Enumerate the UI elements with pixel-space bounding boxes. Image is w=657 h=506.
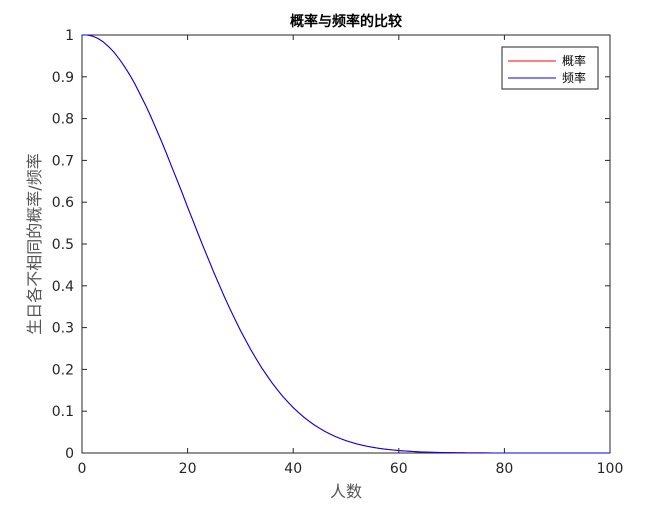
y-axis-label: 生日各不相同的概率/频率 — [25, 153, 44, 334]
y-tick-label: 1 — [65, 28, 74, 44]
axes-box — [81, 34, 611, 454]
y-tick-label: 0.7 — [52, 153, 74, 169]
x-tick-label: 0 — [78, 461, 87, 477]
y-tick-label: 0.6 — [52, 195, 74, 211]
y-tick-label: 0.9 — [52, 70, 74, 86]
chart-title: 概率与频率的比较 — [290, 13, 402, 30]
x-tick-label: 100 — [597, 461, 624, 477]
y-tick-label: 0.8 — [52, 112, 74, 128]
x-tick-label: 20 — [179, 461, 197, 477]
y-axis-ticks: 0 0.1 0.2 0.3 0.4 0.5 0.6 0.7 0.8 0.9 1 — [52, 28, 610, 462]
x-axis-label: 人数 — [330, 482, 362, 501]
y-tick-label: 0.2 — [52, 362, 74, 378]
x-tick-label: 40 — [284, 461, 302, 477]
y-tick-label: 0.4 — [52, 279, 74, 295]
legend-label-probability: 概率 — [562, 53, 586, 68]
y-tick-label: 0.1 — [52, 404, 74, 420]
x-tick-label: 60 — [390, 461, 408, 477]
series-line-frequency — [82, 34, 610, 454]
y-tick-label: 0.3 — [52, 321, 74, 337]
legend-box — [501, 46, 599, 90]
y-tick-label: 0.5 — [52, 237, 74, 253]
axes: 0 20 40 60 80 100 0 0.1 0.2 0.3 0.4 0.5 0.6 0.7 0.8 0.… — [52, 28, 624, 477]
plot-lines — [82, 34, 610, 454]
x-axis-ticks: 0 20 40 60 80 100 — [78, 35, 624, 477]
legend-label-frequency: 频率 — [562, 70, 586, 85]
x-tick-label: 80 — [495, 461, 513, 477]
y-tick-label: 0 — [65, 446, 74, 462]
legend[interactable]: 概率 频率 — [501, 46, 599, 90]
